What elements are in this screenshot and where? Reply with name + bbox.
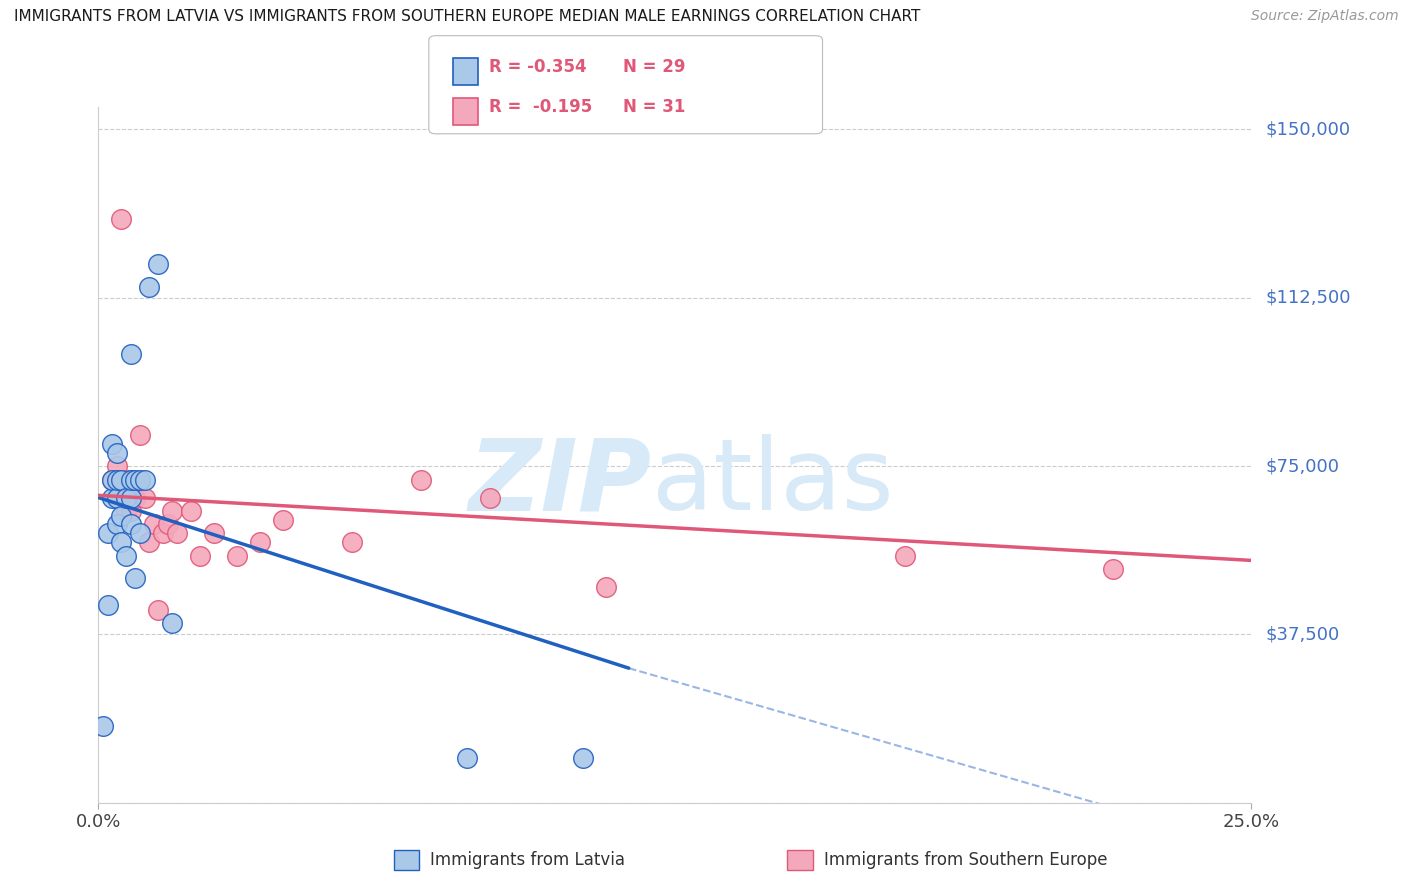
Point (110, 212, 132, 227)
Point (411, 473, 433, 487)
Point (91, 719, 114, 733)
Point (105, 445, 128, 459)
Point (129, 473, 152, 487)
Text: Source: ZipAtlas.com: Source: ZipAtlas.com (1251, 9, 1399, 23)
Point (110, 535, 132, 549)
Text: Immigrants from Latvia: Immigrants from Latvia (430, 851, 626, 869)
Text: Immigrants from Southern Europe: Immigrants from Southern Europe (824, 851, 1108, 869)
Point (97, 599, 120, 613)
Point (479, 491, 502, 505)
Point (156, 517, 179, 532)
Point (595, 580, 617, 594)
Point (101, 473, 124, 487)
Point (124, 473, 146, 487)
Point (110, 491, 132, 505)
Text: ZIP: ZIP (468, 434, 652, 532)
Point (120, 473, 142, 487)
Text: $75,000: $75,000 (1265, 457, 1340, 475)
Point (110, 473, 132, 487)
Point (271, 513, 294, 527)
Point (894, 549, 917, 563)
Point (120, 504, 142, 518)
Text: R = -0.354: R = -0.354 (489, 58, 586, 76)
Point (148, 257, 170, 271)
Point (124, 571, 146, 585)
Point (225, 549, 247, 563)
Text: R =  -0.195: R = -0.195 (489, 98, 592, 116)
Point (129, 427, 152, 442)
Point (120, 517, 142, 532)
Point (129, 526, 152, 541)
Point (1102, 562, 1125, 576)
Point (142, 517, 165, 532)
Point (188, 549, 211, 563)
Point (105, 491, 128, 505)
Point (115, 491, 138, 505)
Point (97, 526, 120, 541)
Point (148, 603, 170, 617)
Point (340, 535, 363, 549)
Point (105, 491, 128, 505)
Point (101, 473, 124, 487)
Point (124, 491, 146, 505)
Text: $150,000: $150,000 (1265, 120, 1350, 138)
Point (120, 491, 142, 505)
Text: atlas: atlas (652, 434, 893, 532)
Point (110, 508, 132, 523)
Point (105, 459, 128, 474)
Point (120, 347, 142, 361)
Point (115, 473, 138, 487)
Point (249, 535, 271, 549)
Text: N = 29: N = 29 (623, 58, 685, 76)
Point (120, 473, 142, 487)
Point (160, 504, 183, 518)
Point (101, 491, 124, 505)
Point (152, 526, 174, 541)
Text: N = 31: N = 31 (623, 98, 685, 116)
Point (115, 504, 138, 518)
Text: $112,500: $112,500 (1265, 289, 1351, 307)
Text: IMMIGRANTS FROM LATVIA VS IMMIGRANTS FROM SOUTHERN EUROPE MEDIAN MALE EARNINGS C: IMMIGRANTS FROM LATVIA VS IMMIGRANTS FRO… (14, 9, 921, 24)
Point (180, 504, 202, 518)
Point (115, 549, 138, 563)
Point (105, 473, 128, 487)
Point (202, 526, 225, 541)
Point (138, 535, 160, 549)
Point (101, 436, 124, 450)
Point (571, 751, 593, 765)
Point (138, 279, 160, 293)
Point (134, 473, 156, 487)
Point (166, 526, 188, 541)
Point (456, 751, 478, 765)
Point (105, 517, 128, 532)
Text: $37,500: $37,500 (1265, 625, 1340, 643)
Point (134, 491, 156, 505)
Point (160, 616, 183, 631)
